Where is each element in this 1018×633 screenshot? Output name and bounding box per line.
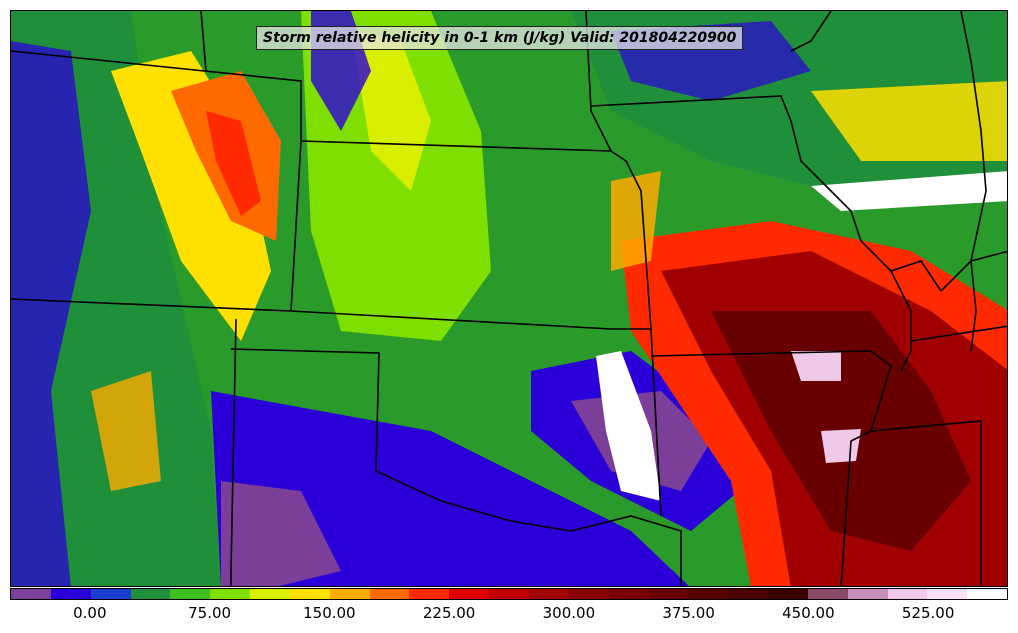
helicity-map[interactable]: Storm relative helicity in 0-1 km (J/kg)… [10,10,1008,587]
colorbar-segment [329,589,370,599]
colorbar-tick-label: 150.00 [303,604,356,622]
west-blue [11,41,91,586]
colorbar-segment [967,589,1008,599]
colorbar-segment [489,589,529,599]
east-pink-2 [821,429,861,463]
state-borders [11,11,1007,586]
colorbar-segment [927,589,968,599]
colorbar-segment [50,589,91,599]
map-title: Storm relative helicity in 0-1 km (J/kg)… [256,26,744,50]
colorbar-segment [768,589,808,599]
map-canvas [11,11,1007,586]
colorbar-segment [11,589,51,599]
central-white [596,351,661,501]
colorbar-segment [289,589,330,599]
colorbar-segment [90,589,131,599]
colorbar-segment [210,589,251,599]
colorbar-tick-label: 450.00 [782,604,835,622]
colorbar-tick-label: 225.00 [422,604,476,622]
colorbar-segment [369,589,410,599]
colorbar-segment [130,589,171,599]
colorbar-ticks: 0.00 75.00 150.00 225.00 300.00 375.00 450.00 5… [10,600,1008,630]
colorbar-segment [688,589,729,599]
colorbar-segment [568,589,609,599]
ks-mo-orange [611,171,661,271]
south-blue [211,391,689,586]
colorbar-tick-label: 0.00 [73,604,107,622]
colorbar-tick-label: 300.00 [542,604,596,622]
colorbar-tick-label: 75.00 [188,604,232,622]
colorbar-segment [887,589,928,599]
colorbar-tick-label: 375.00 [662,604,715,622]
north-yellow [811,81,1007,161]
colorbar-segment [528,589,569,599]
colorbar-segment [170,589,211,599]
rockies-red [206,111,261,216]
colorbar-segment [847,589,888,599]
colorbar-segment [648,589,689,599]
colorbar-tick-label: 525.00 [901,604,955,622]
colorbar-segment [807,589,848,599]
colorbar-segment [728,589,769,599]
colorbar [10,588,1008,600]
colorbar-segment [250,589,290,599]
colorbar-segment [409,589,450,599]
white-streak [811,171,1007,211]
east-pink-1 [791,351,841,381]
colorbar-segment [449,589,490,599]
southwest-orange [91,371,161,491]
southwest-purple [221,481,341,586]
colorbar-segment [608,589,649,599]
